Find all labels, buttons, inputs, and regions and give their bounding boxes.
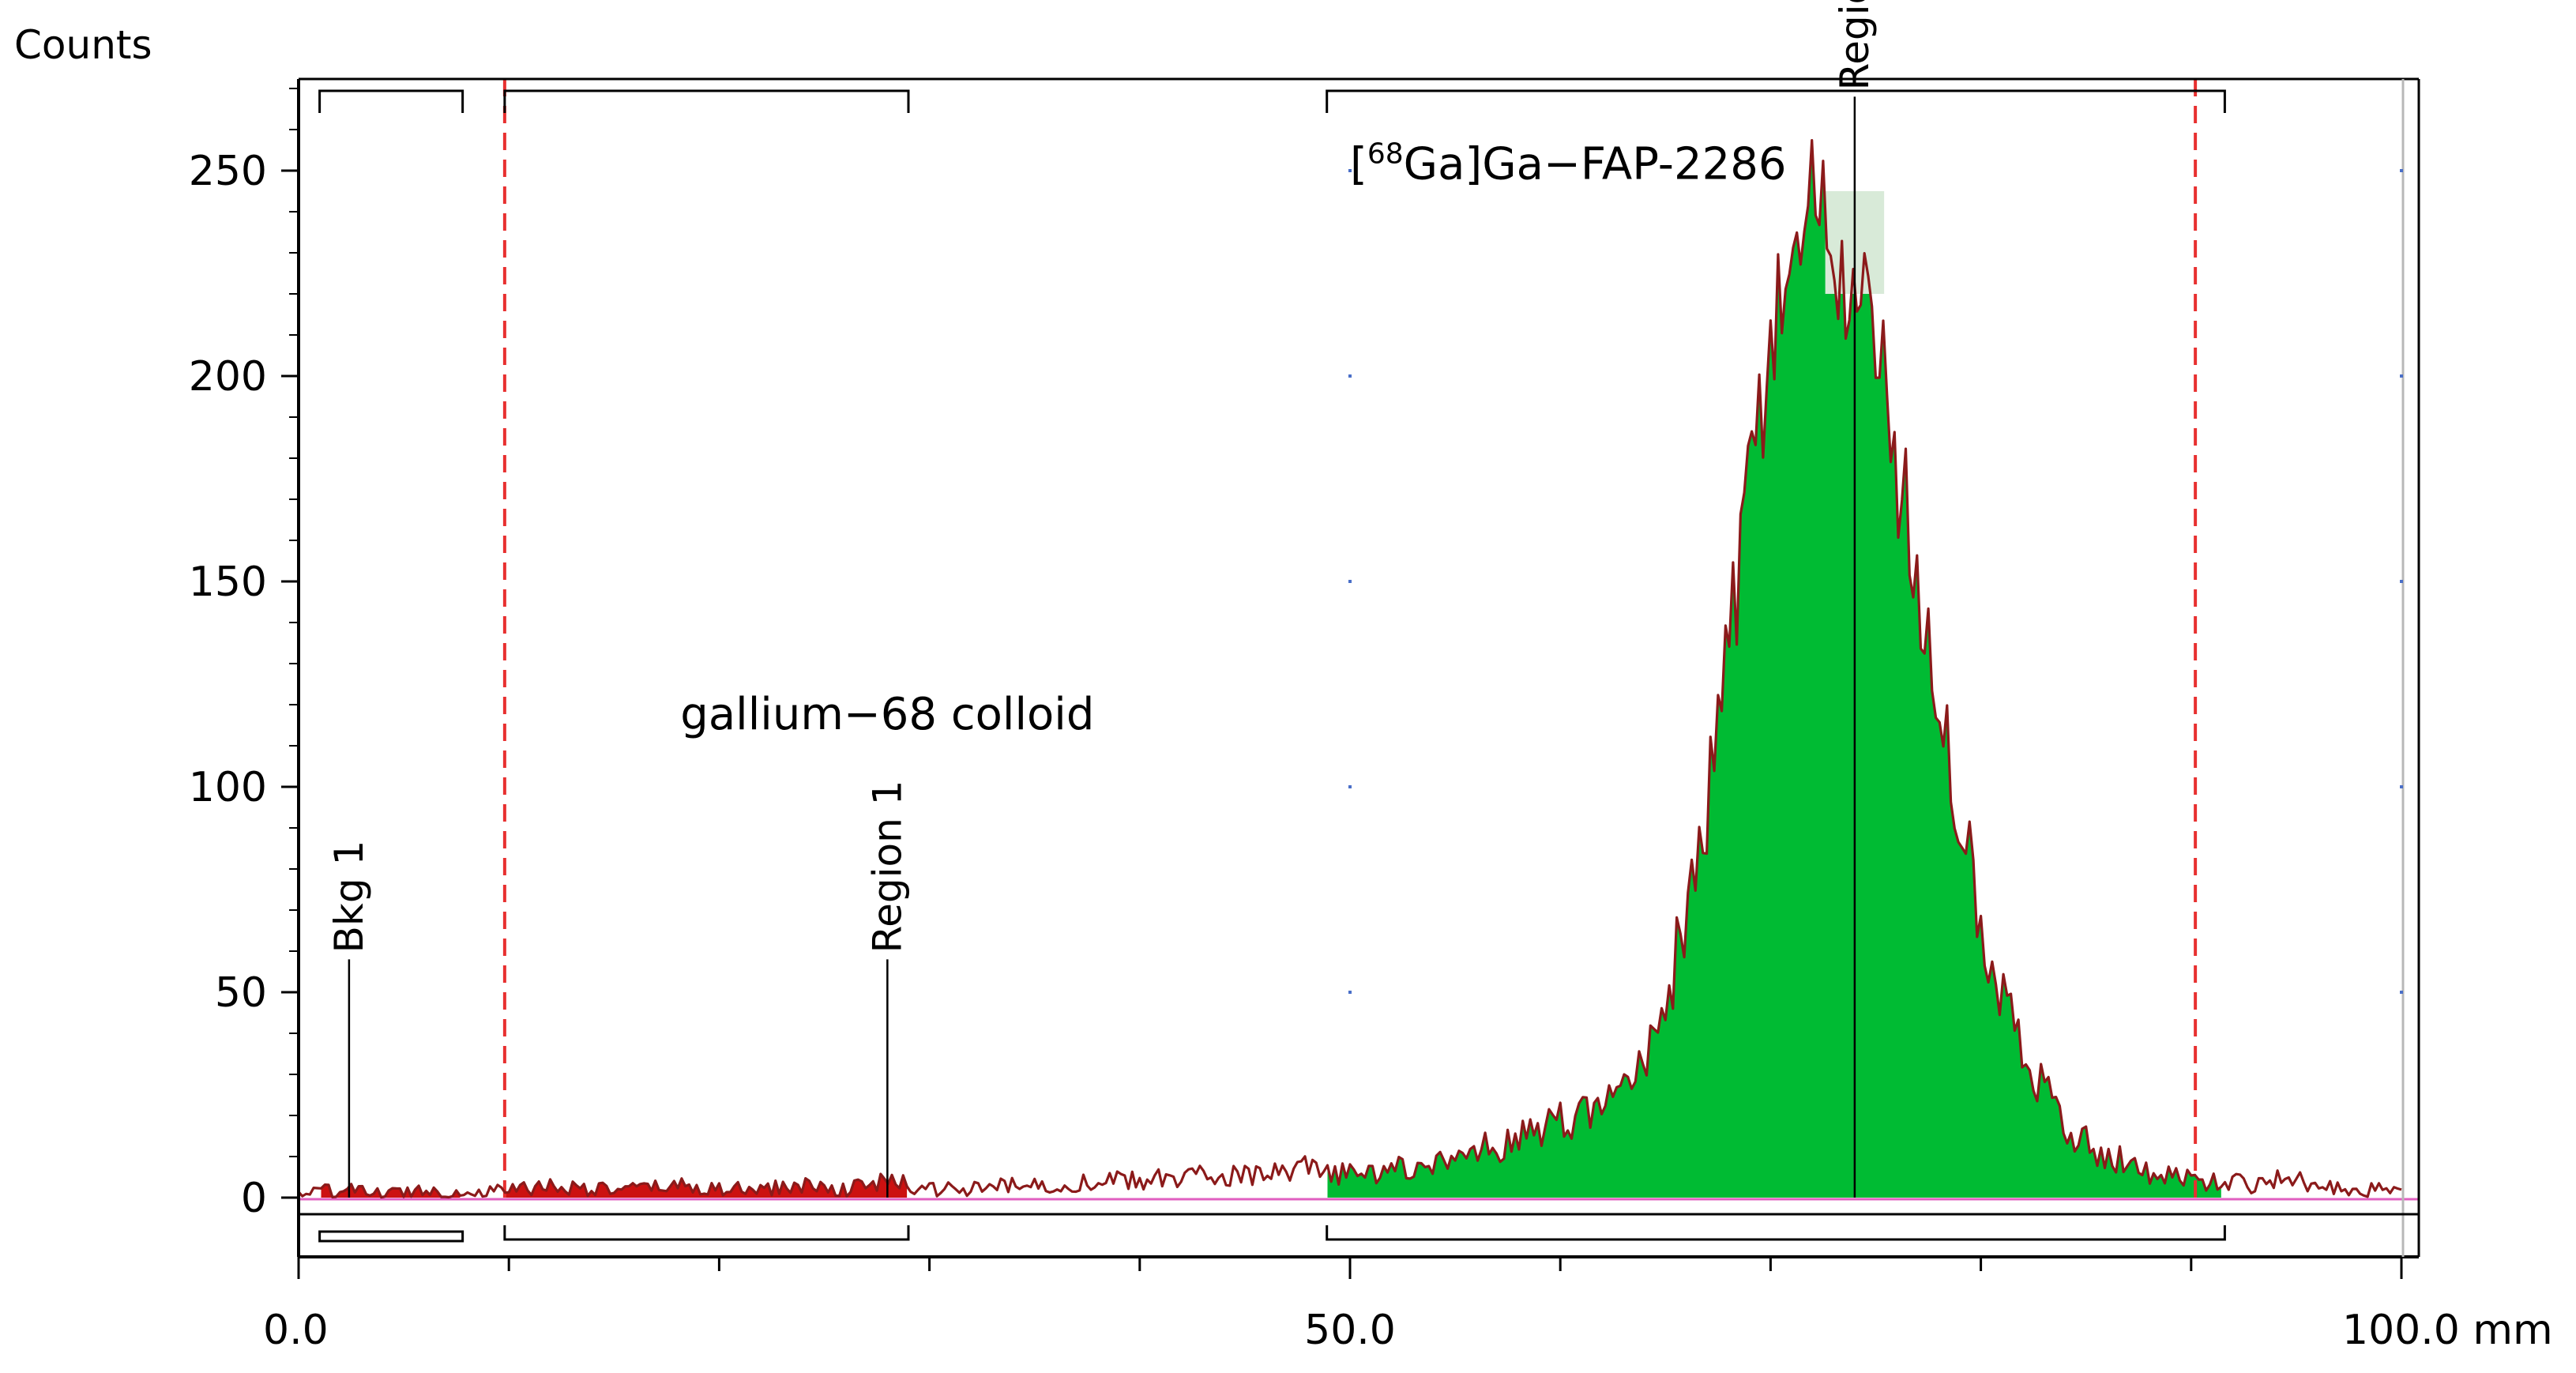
region-strip	[318, 1225, 2226, 1243]
peak-labels: gallium−68 colloid [68Ga]Ga−FAP-2286	[680, 137, 1786, 740]
region-marker-layer	[348, 96, 1856, 1198]
y-axis-label: Counts	[14, 22, 152, 68]
region-labels: Bkg 1 Region 1 Region 2	[326, 0, 1878, 953]
region-label-2: Region 1	[864, 781, 910, 954]
peak-label-colloid: gallium−68 colloid	[680, 689, 1094, 740]
y-tick-label-0: 0	[241, 1175, 267, 1222]
plot-frame	[299, 77, 2420, 1258]
peak-label-fap-sup: 68	[1367, 137, 1404, 170]
peak-label-fap-open: [	[1350, 138, 1367, 190]
strip-segment-3	[1326, 1225, 2226, 1241]
region-bracket-path-3	[1326, 89, 2226, 113]
x-tick-label-100: 100.0 mm	[2342, 1307, 2553, 1354]
region-label-1: Bkg 1	[326, 841, 372, 954]
grid-dot	[2400, 785, 2403, 788]
peak-label-fap: [68Ga]Ga−FAP-2286	[1350, 137, 1787, 190]
grid-dot	[2400, 374, 2403, 378]
region-bracket-3	[1326, 89, 2226, 113]
x-axis: 0.0 50.0 100.0 mm	[263, 1257, 2553, 1354]
region-bracket-1	[318, 89, 464, 113]
grid-dot	[2400, 991, 2403, 994]
x-tick-label-50: 50.0	[1304, 1307, 1396, 1354]
grid-dot	[1348, 169, 1352, 172]
region-bracket-2	[503, 89, 910, 113]
region-fill-3	[1327, 140, 2221, 1198]
cursor-layer	[502, 79, 2198, 1201]
peak-label-fap-rest: Ga]Ga−FAP-2286	[1404, 138, 1787, 190]
y-axis: 0 50 100 150 200 250	[189, 79, 300, 1257]
region-bracket-path-1	[318, 89, 464, 113]
grid-dot-guides	[1348, 169, 2403, 994]
grid-dot	[2400, 169, 2403, 172]
y-tick-label-250: 250	[189, 148, 267, 195]
y-tick-label-200: 200	[189, 353, 267, 401]
strip-segment-2	[503, 1225, 910, 1241]
grid-dot	[2400, 580, 2403, 583]
region-label-3: Region 2	[1832, 0, 1878, 90]
grid-dot	[1348, 991, 1352, 994]
series-trace-line	[297, 139, 2402, 1199]
strip-segment-1	[318, 1230, 464, 1243]
y-tick-label-50: 50	[215, 969, 267, 1017]
y-tick-label-100: 100	[189, 764, 267, 811]
region-bracket-path-2	[503, 89, 910, 113]
region-brackets	[318, 89, 2226, 113]
grid-dot	[1348, 785, 1352, 788]
x-tick-label-0: 0.0	[263, 1307, 329, 1354]
grid-dot	[1348, 374, 1352, 378]
y-tick-label-150: 150	[189, 559, 267, 606]
plot-area	[297, 79, 2419, 1201]
grid-dot	[1348, 580, 1352, 583]
